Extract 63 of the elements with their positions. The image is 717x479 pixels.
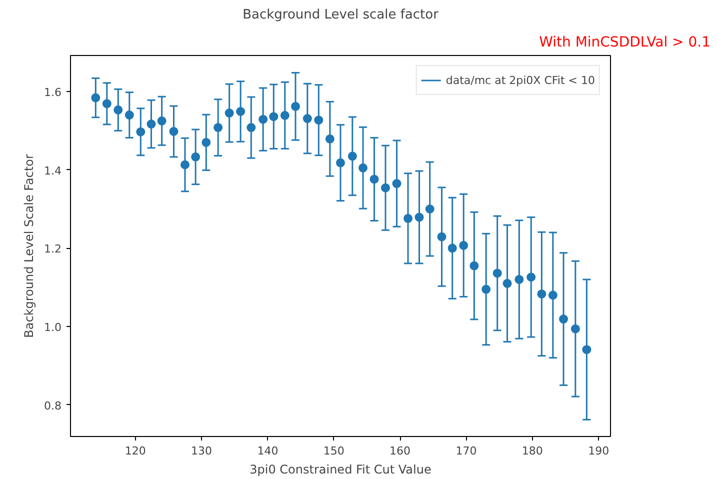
point <box>459 240 468 250</box>
point <box>280 110 290 120</box>
x-axis-title: 3pi0 Constrained Fit Cut Value <box>250 462 432 476</box>
y-tick-label: 1.2 <box>44 242 62 256</box>
point <box>514 274 524 284</box>
point <box>582 345 592 354</box>
point <box>169 126 178 136</box>
point <box>236 107 246 116</box>
point <box>124 110 134 120</box>
point <box>157 116 166 126</box>
point <box>404 214 412 223</box>
x-tick-label: 130 <box>191 444 212 458</box>
point <box>258 114 268 124</box>
point <box>191 152 200 162</box>
y-tick-label: 1.6 <box>44 86 62 100</box>
x-tick-label: 140 <box>257 444 278 458</box>
point <box>537 289 546 298</box>
point <box>214 123 223 132</box>
point <box>526 272 536 282</box>
point <box>570 324 580 334</box>
text: With MinCSDDLVal > 0.1 <box>539 34 711 50</box>
point <box>114 105 123 114</box>
point <box>224 108 234 118</box>
x-tick-label: 190 <box>588 444 610 458</box>
point <box>291 102 300 111</box>
point <box>559 314 568 324</box>
point <box>202 138 211 147</box>
point <box>358 163 368 172</box>
point <box>314 116 324 125</box>
point <box>414 212 424 222</box>
point <box>470 261 479 270</box>
point <box>502 278 512 288</box>
x-tick-label: 150 <box>323 444 344 458</box>
point <box>348 152 357 161</box>
point <box>548 290 558 300</box>
y-tick-label: 0.8 <box>44 399 62 412</box>
point <box>180 160 190 170</box>
y-tick-label: 1.0 <box>44 320 62 334</box>
point <box>381 183 390 192</box>
point <box>370 174 379 184</box>
point <box>392 179 402 188</box>
y-axis-title: Background Level Scale Factor <box>22 154 36 338</box>
point <box>325 134 334 144</box>
point <box>492 268 502 278</box>
x-tick-label: 170 <box>456 444 477 458</box>
point <box>91 93 100 102</box>
point <box>102 99 112 108</box>
point <box>246 123 256 132</box>
point <box>437 232 446 242</box>
x-tick-label: 120 <box>124 444 146 458</box>
point <box>448 244 457 253</box>
point <box>425 204 434 214</box>
x-tick-label: 160 <box>390 444 411 458</box>
x-tick-label: 180 <box>522 444 543 458</box>
point <box>146 120 156 129</box>
point <box>336 158 345 168</box>
chart-title: Background Level scale factor <box>242 8 440 22</box>
point <box>269 112 278 122</box>
point <box>136 127 146 136</box>
point <box>302 114 312 124</box>
point <box>482 284 491 294</box>
y-tick-label: 1.4 <box>44 164 62 178</box>
legend-label: data/mc at 2pi0X CFit < 10 <box>446 74 595 86</box>
